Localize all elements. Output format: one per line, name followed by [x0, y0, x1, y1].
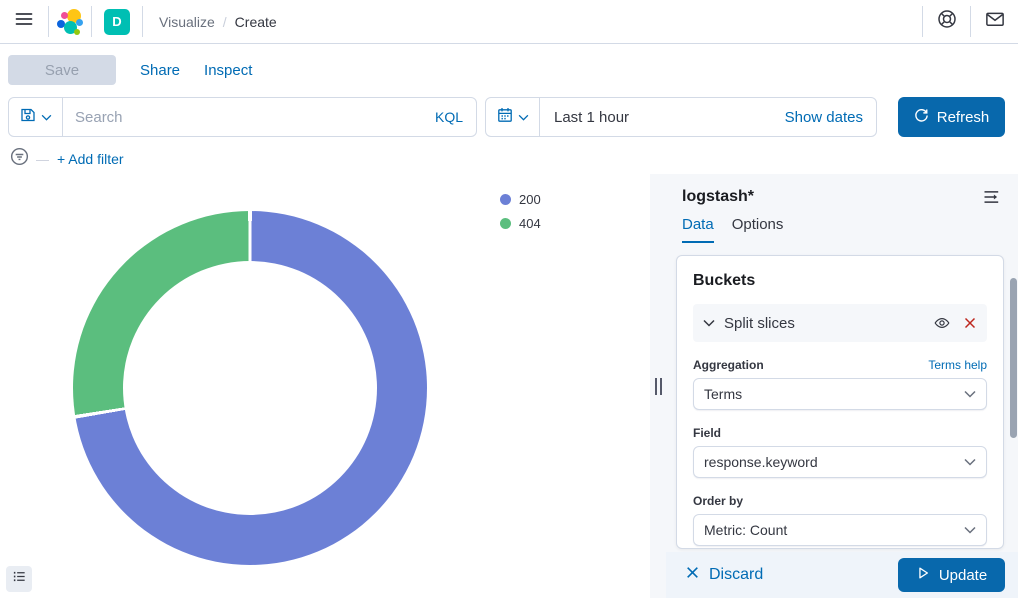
- chevron-down-icon: [518, 108, 529, 126]
- elastic-home-button[interactable]: [49, 0, 91, 43]
- legend-label: 404: [519, 216, 541, 231]
- space-badge: D: [104, 8, 130, 35]
- share-button[interactable]: Share: [140, 61, 181, 79]
- chevron-down-icon: [964, 385, 976, 403]
- search-input[interactable]: [63, 108, 422, 126]
- header-divider: [48, 6, 49, 37]
- header-divider: [970, 6, 971, 37]
- order-by-select[interactable]: Metric: Count: [693, 514, 987, 546]
- app-header: D Visualize / Create: [0, 0, 1018, 44]
- menu-button[interactable]: [0, 0, 48, 43]
- editor-action-bar: Discard Update: [666, 552, 1018, 598]
- play-icon: [916, 566, 930, 584]
- vis-editor-panel: logstash* Data Options Buckets Split sli…: [666, 174, 1018, 598]
- breadcrumb-visualize[interactable]: Visualize: [159, 13, 215, 30]
- buckets-card: Buckets Split slices: [676, 255, 1004, 549]
- breadcrumb: Visualize / Create: [159, 0, 277, 43]
- calendar-icon: [497, 107, 513, 128]
- editor-tabs: Data Options: [666, 216, 1018, 243]
- saved-query-menu-button[interactable]: [9, 98, 63, 136]
- aggregation-select[interactable]: Terms: [693, 378, 987, 410]
- header-divider: [91, 6, 92, 37]
- buckets-title: Buckets: [693, 272, 756, 289]
- toggle-visibility-eye-icon[interactable]: [934, 315, 950, 331]
- filter-options-icon[interactable]: [10, 147, 29, 171]
- order-by-label: Order by: [693, 494, 744, 508]
- tab-data[interactable]: Data: [682, 216, 714, 243]
- chevron-down-icon: [964, 521, 976, 539]
- query-language-button[interactable]: KQL: [434, 109, 463, 125]
- header-divider: [922, 6, 923, 37]
- legend-label: 200: [519, 192, 541, 207]
- chart-area: 200 404: [0, 174, 650, 598]
- legend-swatch: [500, 218, 511, 229]
- date-quick-menu-button[interactable]: [486, 98, 540, 136]
- toggle-legend-button[interactable]: [6, 566, 32, 592]
- header-spacer: [277, 0, 922, 43]
- show-dates-button[interactable]: Show dates: [784, 108, 863, 126]
- space-selector[interactable]: D: [92, 0, 142, 43]
- add-filter-button[interactable]: + Add filter: [57, 151, 124, 167]
- split-slices-accordion[interactable]: Split slices: [693, 304, 987, 342]
- donut-pie-chart[interactable]: [73, 211, 427, 565]
- chart-legend: 200 404: [500, 192, 541, 231]
- legend-swatch: [500, 194, 511, 205]
- aggregation-label: Aggregation: [693, 358, 764, 372]
- query-bar: KQL Last 1 hour Show dates Refresh: [0, 96, 1018, 144]
- newsfeed-button[interactable]: [971, 0, 1018, 43]
- main-content: 200 404 logstash*: [0, 174, 1018, 598]
- field-select[interactable]: response.keyword: [693, 446, 987, 478]
- hamburger-icon: [14, 9, 34, 34]
- split-slices-label: Split slices: [724, 314, 795, 332]
- aggregation-group: Aggregation Terms help Terms: [693, 358, 987, 410]
- panel-scrollbar-thumb[interactable]: [1010, 278, 1017, 438]
- filter-bar: — + Add filter: [0, 144, 1018, 174]
- order-by-group: Order by Metric: Count: [693, 494, 987, 546]
- update-button[interactable]: Update: [898, 558, 1005, 592]
- breadcrumb-separator: /: [222, 13, 227, 30]
- breadcrumb-create: Create: [234, 13, 277, 30]
- tab-options[interactable]: Options: [731, 216, 784, 233]
- save-button[interactable]: Save: [8, 55, 116, 85]
- help-button[interactable]: [923, 0, 970, 43]
- field-label: Field: [693, 426, 722, 440]
- field-group: Field response.keyword: [693, 426, 987, 478]
- inspect-button[interactable]: Inspect: [204, 61, 253, 79]
- discard-button[interactable]: Discard: [685, 565, 763, 585]
- refresh-button[interactable]: Refresh: [898, 97, 1005, 137]
- visualize-toolbar: Save Share Inspect: [0, 44, 1018, 96]
- filter-dash: —: [36, 151, 49, 167]
- save-query-icon: [20, 107, 36, 128]
- date-picker: Last 1 hour Show dates: [485, 97, 877, 137]
- time-range-value[interactable]: Last 1 hour: [554, 108, 630, 126]
- collapse-panel-button[interactable]: [983, 189, 1002, 205]
- chevron-down-icon: [703, 314, 715, 332]
- help-life-ring-icon: [937, 9, 957, 34]
- discard-x-icon: [685, 565, 700, 585]
- header-divider: [142, 6, 143, 37]
- legend-item[interactable]: 200: [500, 192, 541, 207]
- legend-item[interactable]: 404: [500, 216, 541, 231]
- mail-icon: [985, 9, 1005, 34]
- chevron-down-icon: [964, 453, 976, 471]
- panel-resizer-handle[interactable]: [650, 174, 666, 598]
- remove-bucket-x-icon[interactable]: [963, 316, 977, 330]
- refresh-icon: [914, 108, 929, 127]
- legend-list-icon: [12, 569, 27, 589]
- terms-help-link[interactable]: Terms help: [928, 358, 987, 372]
- index-pattern-title: logstash*: [682, 188, 755, 205]
- resizer-grip-icon: [654, 377, 662, 395]
- chevron-down-icon: [41, 108, 52, 126]
- elastic-logo-icon: [57, 8, 83, 35]
- search-box: KQL: [8, 97, 477, 137]
